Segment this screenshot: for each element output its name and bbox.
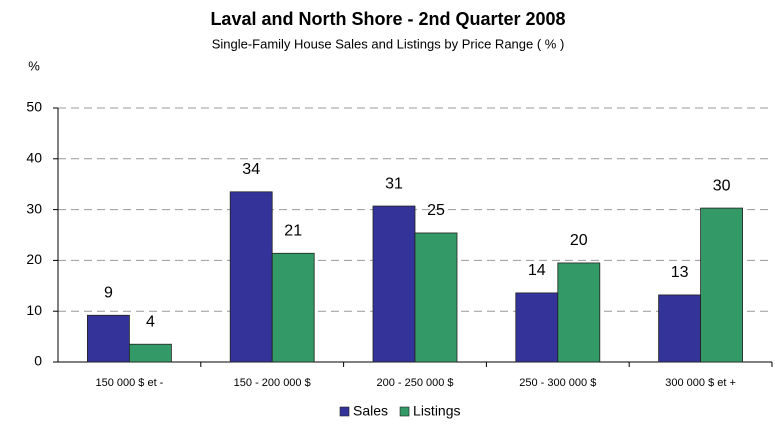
legend-swatch xyxy=(399,406,410,417)
bar xyxy=(414,232,458,363)
value-label: 13 xyxy=(671,264,689,281)
chart-subtitle: Single-Family House Sales and Listings b… xyxy=(212,36,565,51)
bar xyxy=(557,262,601,363)
value-label: 14 xyxy=(528,262,546,279)
y-tick-label: 50 xyxy=(26,99,42,115)
value-label: 9 xyxy=(104,284,113,301)
bar xyxy=(515,292,559,363)
x-tick-label: 200 - 250 000 $ xyxy=(376,377,453,389)
x-tick-label: 150 - 200 000 $ xyxy=(234,377,311,389)
y-tick-label: 10 xyxy=(26,302,42,318)
y-axis-label: % xyxy=(28,58,40,73)
legend-label: Sales xyxy=(353,403,388,419)
value-label: 4 xyxy=(146,313,155,330)
chart-title: Laval and North Shore - 2nd Quarter 2008 xyxy=(210,9,565,29)
bar xyxy=(128,343,172,363)
value-label: 30 xyxy=(713,177,731,194)
value-label: 21 xyxy=(284,223,302,240)
x-tick-label: 150 000 $ et - xyxy=(95,377,163,389)
y-tick-label: 30 xyxy=(26,200,42,216)
bar xyxy=(372,205,416,363)
y-tick-label: 40 xyxy=(26,150,42,166)
x-tick-label: 250 - 300 000 $ xyxy=(519,377,596,389)
value-label: 34 xyxy=(242,161,260,178)
y-tick-label: 0 xyxy=(34,353,42,369)
bar xyxy=(658,294,701,363)
bar xyxy=(87,314,130,363)
legend-label: Listings xyxy=(413,403,460,419)
x-tick-label: 300 000 $ et + xyxy=(665,377,736,389)
bar xyxy=(229,191,273,363)
legend-swatch xyxy=(339,406,350,417)
bar xyxy=(700,207,743,363)
value-label: 25 xyxy=(427,202,445,219)
value-label: 20 xyxy=(570,232,588,249)
y-tick-label: 20 xyxy=(26,251,42,267)
bar xyxy=(271,252,315,363)
value-label: 31 xyxy=(385,175,403,192)
